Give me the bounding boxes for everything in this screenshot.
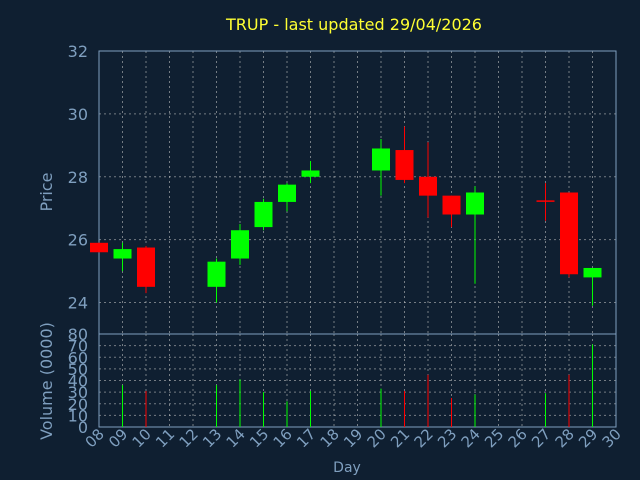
volume-tick-label: 40	[68, 372, 88, 391]
candle-body	[207, 261, 226, 287]
candle-body	[536, 200, 555, 202]
x-tick-label: 14	[223, 425, 249, 451]
candle-21	[395, 126, 414, 184]
volume-tick-label: 30	[68, 383, 88, 402]
x-tick-label: 18	[317, 425, 343, 451]
candle-24	[466, 186, 484, 284]
x-axis: 0809101112131415161718192021222324252627…	[82, 425, 625, 451]
price-tick-label: 32	[68, 42, 88, 61]
candle-body	[442, 195, 461, 215]
x-tick-label: 21	[387, 425, 413, 451]
x-tick-label: 15	[246, 425, 272, 451]
candle-27	[536, 183, 555, 221]
x-tick-label: 19	[340, 425, 366, 451]
x-tick-label: 17	[293, 425, 319, 451]
x-tick-label: 28	[552, 425, 578, 451]
chart-title: TRUP - last updated 29/04/2026	[225, 15, 482, 34]
candle-10	[137, 245, 155, 294]
price-tick-label: 28	[68, 168, 88, 187]
candle-body	[301, 170, 320, 177]
x-tick-label: 27	[528, 425, 554, 451]
x-tick-label: 13	[199, 425, 225, 451]
x-tick-label: 29	[575, 425, 601, 451]
price-tick-label: 26	[68, 231, 88, 250]
candle-body	[254, 201, 273, 228]
x-tick-label: 26	[505, 425, 531, 451]
x-tick-label: 20	[364, 425, 390, 451]
candle-23	[442, 195, 461, 228]
volume-tick-label: 0	[78, 418, 88, 437]
x-tick-label: 16	[270, 425, 296, 451]
x-tick-label: 24	[458, 425, 484, 451]
volume-tick-label: 60	[68, 348, 88, 367]
price-axis-label: Price	[37, 172, 56, 211]
candle-body	[583, 267, 602, 278]
x-tick-label: 10	[129, 425, 155, 451]
candle-body	[90, 242, 108, 253]
x-tick-label: 25	[481, 425, 507, 451]
x-tick-label: 12	[176, 425, 202, 451]
x-tick-label: 23	[434, 425, 460, 451]
candle-14	[231, 223, 249, 265]
x-tick-label: 11	[152, 425, 178, 451]
candle-08	[90, 242, 108, 253]
volume-panel-frame	[98, 333, 617, 428]
volume-tick-label: 70	[68, 337, 88, 356]
candle-body	[419, 176, 437, 196]
candle-body	[466, 192, 484, 215]
x-tick-label: 09	[105, 425, 131, 451]
price-tick-label: 24	[68, 294, 88, 313]
x-tick-label: 30	[599, 425, 625, 451]
candle-09	[113, 242, 132, 272]
candle-body	[278, 184, 296, 202]
candle-29	[583, 267, 602, 306]
candle-22	[419, 142, 437, 218]
candle-16	[278, 183, 296, 212]
price-tick-label: 30	[68, 105, 88, 124]
candle-body	[231, 230, 249, 259]
volume-tick-label: 20	[68, 395, 88, 414]
candle-body	[560, 192, 578, 275]
candle-body	[372, 148, 390, 171]
candle-20	[372, 139, 390, 196]
candle-body	[395, 150, 414, 180]
volume-tick-label: 80	[68, 325, 88, 344]
price-panel: 24 26 28 30 32	[68, 42, 617, 335]
volume-tick-label: 10	[68, 406, 88, 425]
candle-28	[560, 192, 578, 278]
candle-body	[137, 247, 155, 287]
x-axis-label: Day	[333, 460, 361, 476]
x-tick-label: 22	[411, 425, 437, 451]
candle-13	[207, 258, 226, 303]
candle-15	[254, 198, 273, 231]
candle-body	[113, 249, 132, 259]
candle-17	[301, 161, 320, 184]
volume-axis-label: Volume (0000)	[37, 322, 56, 440]
volume-tick-label: 50	[68, 360, 88, 379]
